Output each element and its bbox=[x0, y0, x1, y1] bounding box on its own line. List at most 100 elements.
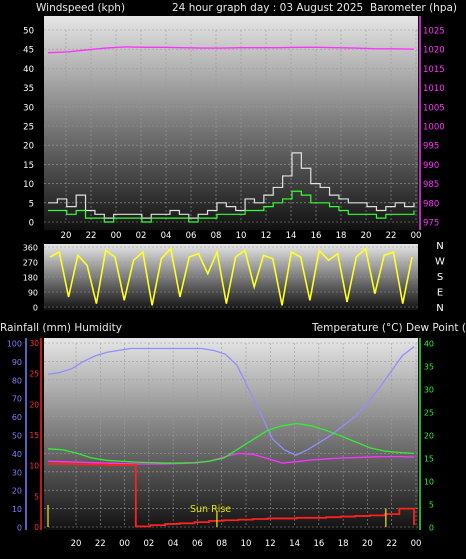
wind-grid bbox=[44, 29, 418, 223]
humidity-y-tick: 70 bbox=[12, 395, 22, 404]
wind-y-tick: 40 bbox=[23, 65, 34, 75]
wind-y-tick: 10 bbox=[23, 180, 34, 190]
wind-avg-line bbox=[48, 190, 415, 223]
wind-x-tick: 08 bbox=[211, 231, 222, 241]
rain-temp-x-tick: 04 bbox=[168, 539, 179, 549]
wind-y-tick: 20 bbox=[23, 142, 34, 152]
wind-y-tick: 0 bbox=[29, 219, 34, 229]
barometer-line bbox=[47, 46, 415, 54]
temperature-line bbox=[47, 452, 415, 465]
direction-series bbox=[49, 246, 413, 306]
wind-x-tick: 00 bbox=[111, 231, 122, 241]
rain-temp-series bbox=[47, 346, 415, 528]
barometer-y-tick: 995 bbox=[423, 142, 439, 152]
rain-temp-x-tick: 02 bbox=[143, 539, 154, 549]
barometer-y-axis: 975 980 985 990 995 1000 1005 1010 1015 1020 1025 bbox=[419, 16, 445, 230]
sunrise-label: Sun Rise bbox=[190, 504, 231, 515]
wind-x-tick: 02 bbox=[136, 231, 147, 241]
wind-y-tick: 50 bbox=[23, 27, 34, 37]
barometer-y-tick: 1025 bbox=[423, 27, 445, 37]
temperature-y-tick: 10 bbox=[424, 478, 434, 487]
wind-y-tick: 15 bbox=[23, 161, 34, 171]
compass-label: N bbox=[436, 241, 443, 252]
humidity-y-tick: 60 bbox=[12, 413, 22, 422]
humidity-y-tick: 90 bbox=[12, 358, 22, 367]
humidity-y-axis: 0 10 20 30 40 50 60 70 80 90 100 bbox=[7, 338, 27, 533]
wind-barometer-series bbox=[47, 46, 415, 223]
direction-y-tick: 180 bbox=[23, 274, 38, 283]
wind-x-tick: 20 bbox=[61, 231, 72, 241]
rain-temp-grid bbox=[44, 342, 418, 528]
direction-y-tick: 360 bbox=[23, 244, 38, 253]
rain-y-tick: 0 bbox=[34, 523, 39, 532]
barometer-y-tick: 990 bbox=[423, 161, 439, 171]
rain-temp-x-tick: 20 bbox=[362, 539, 373, 549]
humidity-y-tick: 0 bbox=[17, 524, 22, 533]
wind-x-tick: 22 bbox=[86, 231, 97, 241]
graph-title: 24 hour graph day : 03 August 2025 bbox=[172, 2, 363, 14]
humidity-y-tick: 80 bbox=[12, 376, 22, 385]
wind-title: Windspeed (kph) bbox=[36, 2, 125, 14]
rain-y-tick: 20 bbox=[29, 400, 39, 409]
rain-temp-x-tick: 16 bbox=[313, 539, 324, 549]
temperature-y-tick: 0 bbox=[429, 524, 434, 533]
wind-x-tick: 06 bbox=[186, 231, 197, 241]
wind-x-tick: 12 bbox=[261, 231, 272, 241]
humidity-y-tick: 100 bbox=[7, 340, 22, 349]
barometer-y-tick: 1020 bbox=[423, 46, 445, 56]
temperature-y-tick: 5 bbox=[429, 501, 434, 510]
temperature-y-tick: 35 bbox=[424, 363, 434, 372]
barometer-y-tick: 1005 bbox=[423, 103, 445, 113]
rain-temp-x-tick: 22 bbox=[95, 539, 106, 549]
rain-temp-x-tick: 10 bbox=[241, 539, 252, 549]
rain-temp-x-tick: 00 bbox=[411, 539, 422, 549]
temperature-y-tick: 30 bbox=[424, 386, 434, 395]
temperature-y-tick: 20 bbox=[424, 432, 434, 441]
temperature-y-tick: 15 bbox=[424, 455, 434, 464]
dew-point-line bbox=[47, 422, 415, 464]
wind-x-tick: 22 bbox=[386, 231, 397, 241]
barometer-y-tick: 1010 bbox=[423, 84, 445, 94]
wind-gust-line bbox=[48, 152, 415, 219]
compass-label: W bbox=[435, 257, 445, 268]
humidity-y-tick: 20 bbox=[12, 487, 22, 496]
direction-y-tick: 0 bbox=[33, 304, 38, 313]
barometer-y-tick: 1015 bbox=[423, 65, 445, 75]
wind-plot-area bbox=[44, 16, 418, 230]
wind-x-tick: 20 bbox=[361, 231, 372, 241]
rain-temp-x-tick: 14 bbox=[289, 539, 300, 549]
rain-temp-x-axis: 20 22 00 02 04 06 08 10 12 14 16 18 20 22 00 bbox=[71, 539, 422, 549]
rain-temp-x-tick: 20 bbox=[71, 539, 82, 549]
temperature-y-tick: 40 bbox=[424, 340, 434, 349]
rain-temp-panel: 0 10 20 30 40 50 60 70 80 90 100 0 5 10 15 20 25 30 0 5 10… bbox=[0, 322, 466, 549]
compass-label: S bbox=[437, 272, 443, 283]
rain-temp-x-tick: 12 bbox=[265, 539, 276, 549]
rain-y-tick: 30 bbox=[29, 339, 39, 348]
rain-temp-plot-area bbox=[44, 338, 418, 530]
wind-x-tick: 04 bbox=[161, 231, 172, 241]
rain-temp-x-tick: 06 bbox=[192, 539, 203, 549]
rain-temp-x-tick: 00 bbox=[119, 539, 130, 549]
wind-y-axis: 0 5 10 15 20 25 30 35 40 45 50 bbox=[23, 27, 34, 229]
humidity-y-tick: 30 bbox=[12, 468, 22, 477]
rain-temp-x-tick: 08 bbox=[216, 539, 227, 549]
humidity-y-tick: 40 bbox=[12, 450, 22, 459]
rain-y-axis: 0 5 10 15 20 25 30 bbox=[29, 338, 42, 532]
barometer-y-tick: 985 bbox=[423, 180, 439, 190]
humidity-y-tick: 10 bbox=[12, 505, 22, 514]
wind-x-tick: 16 bbox=[311, 231, 322, 241]
barometer-title: Barometer (hpa) bbox=[370, 2, 457, 14]
wind-y-tick: 25 bbox=[23, 123, 34, 133]
temp-dew-title: Temperature (°C) Dew Point (°C) bbox=[311, 322, 466, 334]
rain-y-tick: 15 bbox=[29, 431, 39, 440]
wind-y-tick: 35 bbox=[23, 84, 34, 94]
wind-x-tick: 14 bbox=[286, 231, 297, 241]
wind-x-tick: 10 bbox=[236, 231, 247, 241]
rain-temp-x-tick: 22 bbox=[386, 539, 397, 549]
barometer-y-tick: 975 bbox=[423, 219, 439, 229]
wind-x-tick: 18 bbox=[336, 231, 347, 241]
